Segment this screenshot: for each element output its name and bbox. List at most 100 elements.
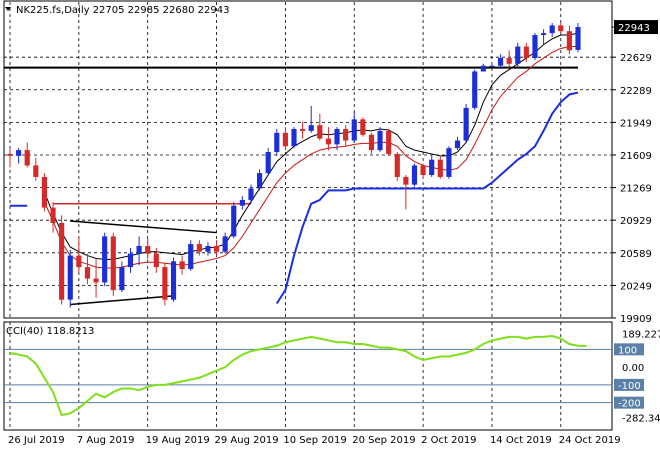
candle-up (454, 140, 461, 149)
candle-down (59, 222, 65, 300)
cci-tick-label: -282.348 (622, 413, 660, 424)
candle-down (368, 134, 375, 151)
candle-up (334, 129, 340, 145)
cci-tick-label: 0.00 (622, 363, 644, 374)
candle-up (248, 188, 254, 200)
candle-up (497, 58, 504, 66)
price-panel-border (3, 0, 613, 319)
candle-down (566, 31, 572, 51)
cci-tick-label: 189.2278 (622, 329, 660, 340)
candle-up (239, 199, 245, 206)
candle-up (472, 71, 478, 108)
cci-panel (4, 334, 612, 417)
cci-level-label: 100 (618, 345, 637, 356)
candle-down (41, 176, 48, 208)
candle-down (386, 130, 392, 154)
candle-up (532, 35, 538, 59)
x-tick-label: 24 Oct 2019 (559, 435, 621, 446)
candle-up (67, 255, 73, 300)
candle-down (7, 153, 13, 156)
candle-up (170, 261, 177, 300)
y-tick-label: 21949 (620, 118, 652, 129)
cci-level-box (614, 343, 644, 356)
candle-up (377, 130, 383, 151)
y-tick-label: 20589 (620, 249, 652, 260)
candle-up (429, 159, 435, 176)
candle-down (84, 267, 91, 279)
cci-level-box (614, 378, 644, 391)
cci-level-box (614, 396, 644, 409)
candle-up (256, 173, 263, 189)
candle-up (265, 152, 271, 174)
x-tick-label: 2 Oct 2019 (421, 435, 476, 446)
candle-up (446, 148, 452, 177)
supertrend-line (275, 91, 579, 305)
cci-level-label: -100 (618, 381, 641, 392)
candle-up (575, 27, 581, 50)
candle-down (24, 150, 30, 166)
candle-up (549, 25, 555, 34)
candle-up (489, 65, 495, 67)
current-price-label: 22943 (618, 23, 650, 34)
lower-envelope-line (43, 46, 578, 269)
cci-panel-border (3, 321, 613, 431)
header-title: NK225.fs,Daily 22705 22985 22680 22943 (16, 5, 229, 16)
x-tick-label: 26 Jul 2019 (8, 435, 65, 446)
candle-down (110, 236, 116, 291)
candle-down (300, 129, 306, 131)
cci-level-label: -200 (618, 399, 641, 410)
candle-down (325, 138, 332, 145)
y-tick-label: 22289 (620, 86, 652, 97)
candle-down (50, 207, 56, 223)
candle-down (282, 132, 288, 147)
x-tick-label: 10 Sep 2019 (283, 435, 346, 446)
candle-up (540, 33, 547, 36)
axis-layer: 26 Jul 2019 7 Aug 2019 19 Aug 2019 29 Aug 2… (8, 20, 660, 446)
y-tick-label: 20929 (620, 216, 652, 227)
y-tick-label: 21269 (620, 184, 652, 195)
current-price-box (614, 20, 658, 35)
candle-up (515, 46, 521, 64)
candle-down (506, 58, 512, 64)
price-panel (4, 23, 581, 308)
candle-down (145, 245, 151, 254)
candle-down (93, 278, 99, 283)
y-tick-label: 20249 (620, 281, 652, 292)
candle-down (558, 25, 564, 32)
candle-up (102, 236, 108, 283)
candle-up (411, 165, 418, 185)
candle-up (188, 244, 194, 269)
candle-down (153, 253, 159, 268)
candle-up (205, 245, 211, 252)
upper-envelope-line (43, 32, 579, 260)
candle-up (231, 205, 237, 237)
candle-down (437, 159, 443, 177)
candle-up (351, 119, 357, 141)
candle-up (463, 107, 469, 141)
candle-down (317, 125, 323, 139)
cci-label: CCI(40) 118.8213 (6, 326, 94, 337)
y-tick-label: 19909 (620, 314, 652, 325)
candle-up (274, 132, 280, 153)
trendline (70, 220, 217, 234)
candle-down (33, 165, 39, 177)
candle-down (523, 46, 529, 59)
grid-layer (3, 0, 613, 431)
candle-down (213, 245, 220, 252)
x-tick-label: 14 Oct 2019 (490, 435, 552, 446)
x-tick-label: 19 Aug 2019 (146, 435, 210, 446)
candle-up (291, 129, 297, 147)
candle-down (403, 176, 409, 185)
candle-up (16, 150, 22, 156)
candle-up (480, 65, 486, 72)
x-tick-label: 29 Aug 2019 (215, 435, 279, 446)
candle-up (136, 245, 142, 254)
candle-down (162, 267, 168, 300)
candle-up (127, 253, 134, 268)
x-tick-label: 20 Sep 2019 (352, 435, 415, 446)
cci-line (9, 334, 587, 417)
candle-up (222, 236, 228, 252)
menu-arrow-icon[interactable] (5, 7, 11, 11)
candle-down (394, 153, 400, 177)
